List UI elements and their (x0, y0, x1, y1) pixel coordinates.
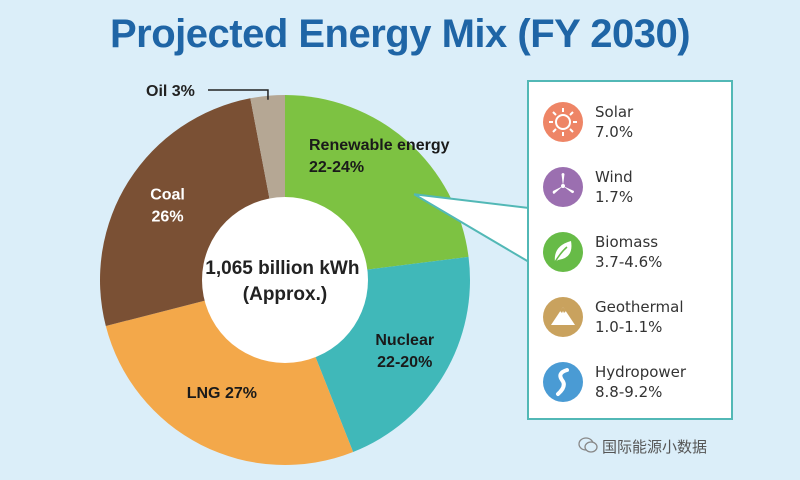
wind-turbine-icon (543, 167, 583, 207)
center-label-line-1: 1,065 billion kWh (205, 258, 359, 279)
legend-item-solar: Solar 7.0% (543, 100, 723, 144)
sun-icon (543, 102, 583, 142)
legend-value: 3.7-4.6% (595, 253, 663, 271)
slice-label-lng: LNG 27% (187, 385, 257, 402)
legend-name: Solar (595, 103, 634, 121)
mountain-icon (543, 297, 583, 337)
legend-value: 7.0% (595, 123, 634, 141)
legend-item-geothermal: Geothermal 1.0-1.1% (543, 295, 723, 339)
slice-label-coal: Coal 26% (150, 186, 185, 225)
donut-center (202, 197, 368, 363)
legend-item-wind: Wind 1.7% (543, 165, 723, 209)
legend-name: Geothermal (595, 298, 684, 316)
legend-value: 8.8-9.2% (595, 383, 663, 401)
wechat-icon (578, 437, 598, 453)
legend-name: Wind (595, 168, 633, 186)
slice-label-oil: Oil 3% (146, 83, 195, 100)
renewable-breakdown-legend: Solar 7.0% Wind 1.7% Biomass 3.7-4.6% Ge… (527, 80, 733, 420)
oil-leader-line (208, 89, 269, 100)
center-label-line-2: (Approx.) (243, 284, 327, 305)
legend-item-biomass: Biomass 3.7-4.6% (543, 230, 723, 274)
river-icon (543, 362, 583, 402)
slice-label-renewable-energy: Renewable energy 22-24% (309, 137, 450, 176)
center-label: 1,065 billion kWh (Approx.) (205, 258, 364, 305)
legend-value: 1.7% (595, 188, 634, 206)
chart-title: Projected Energy Mix (FY 2030) (109, 12, 691, 56)
leaf-icon (543, 232, 583, 272)
legend-value: 1.0-1.1% (595, 318, 663, 336)
legend-name: Biomass (595, 233, 659, 251)
legend-name: Hydropower (595, 363, 687, 381)
slice-label-nuclear: Nuclear 22-20% (375, 332, 434, 371)
legend-item-hydropower: Hydropower 8.8-9.2% (543, 360, 723, 404)
watermark: 国际能源小数据 (602, 438, 708, 456)
